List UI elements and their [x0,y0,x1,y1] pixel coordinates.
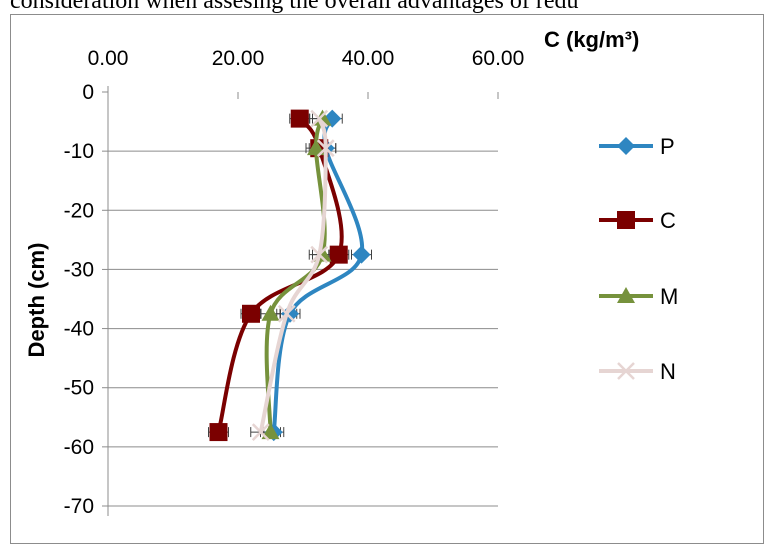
legend-marker-m [617,287,635,303]
y-tick-label: -70 [64,495,94,518]
data-point-n-stroke [310,109,329,128]
legend-label-c: C [660,208,676,233]
legend-marker-c [617,211,635,229]
data-point-c [290,109,309,128]
y-tick-label: -60 [64,436,94,459]
x-axis-title: C (kg/m³) [544,27,639,52]
legend-label-n: N [660,359,676,384]
data-point-c [329,245,348,264]
data-point-n [277,304,296,323]
data-point-m [261,423,280,440]
legend-label-m: M [660,284,678,309]
y-tick-label: -10 [64,140,94,163]
legend-marker-n-stroke [617,362,635,380]
data-point-n [316,139,335,158]
data-point-c [242,304,260,323]
page-text: consideration when assesing the overall … [10,0,579,14]
data-point-n [251,423,270,441]
data-point-n-stroke [251,423,270,441]
y-tick-label: -40 [64,318,94,341]
data-point-m [261,304,280,321]
data-point-m [307,139,325,156]
data-point-n-stroke [277,304,296,323]
x-tick-label: 40.00 [342,47,395,70]
x-tick-label: 60.00 [472,47,525,70]
data-point-n [310,109,329,128]
y-tick-label: -20 [64,199,94,222]
legend-marker-p [617,137,635,155]
x-tick-label: 20.00 [212,47,265,70]
y-tick-label: -50 [64,377,94,400]
legend-marker-n [617,362,635,380]
x-tick-label: 0.00 [88,47,129,70]
chart: 0.00 20.00 40.00 60.00 0 -10 -20 -30 -40 -50 -60 -7… [24,27,678,518]
data-point-n-stroke [316,139,335,158]
y-tick-label: 0 [82,81,94,104]
data-point-c [209,423,228,442]
data-point-p [352,245,371,264]
data-point-n-stroke [310,245,329,264]
series-line-c [216,117,344,433]
y-tick-label: -30 [64,258,94,281]
legend-label-p: P [660,134,675,159]
data-point-n [310,245,329,264]
y-axis-title: Depth (cm) [24,243,49,358]
